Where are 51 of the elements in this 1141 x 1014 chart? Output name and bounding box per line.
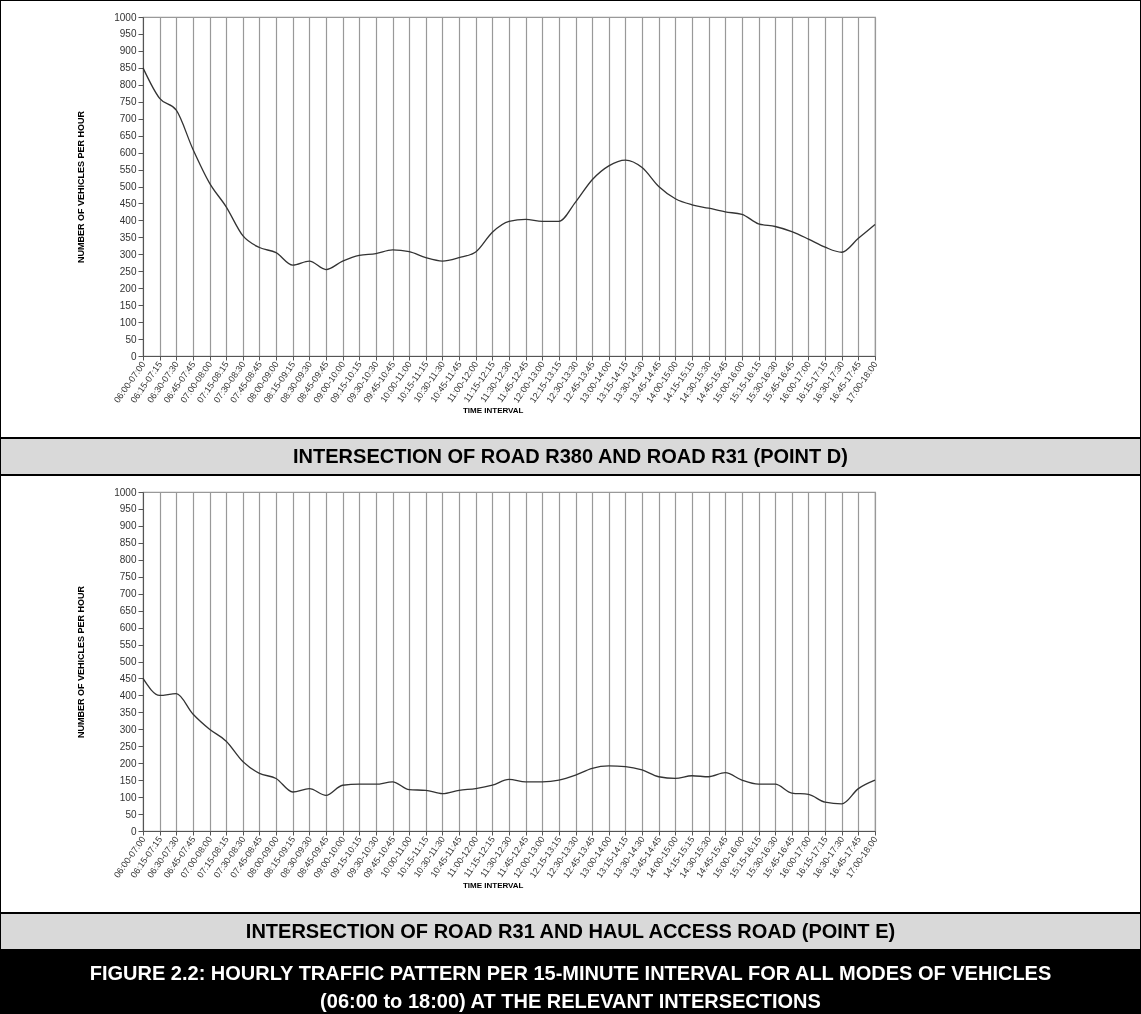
y-tick-label: 600 bbox=[119, 147, 137, 159]
caption: FIGURE 2.2: HOURLY TRAFFIC PATTERN PER 15-MINUTE INTERVAL FOR ALL MODES OF VEHICLES (06:00 to 18:00) AT THE RELEVANT INTERSECTIONS bbox=[1, 951, 1140, 1014]
y-tick-label: 150 bbox=[119, 774, 137, 786]
y-tick-label: 450 bbox=[119, 197, 137, 209]
y-tick-label: 800 bbox=[119, 554, 137, 566]
y-tick-label: 850 bbox=[119, 62, 137, 74]
y-tick-label: 400 bbox=[119, 689, 137, 701]
y-tick-label: 700 bbox=[119, 113, 137, 125]
y-tick-label: 350 bbox=[119, 706, 137, 718]
y-tick-label: 600 bbox=[119, 622, 137, 634]
y-tick-label: 100 bbox=[119, 791, 137, 803]
y-tick-label: 150 bbox=[119, 299, 137, 311]
y-tick-label: 950 bbox=[119, 28, 137, 40]
y-tick-label: 500 bbox=[119, 181, 137, 192]
text: INTERSECTION OF ROAD R31 AND HAUL ACCESS ROAD (POINT E) bbox=[1, 914, 1140, 951]
y-tick-label: 550 bbox=[119, 164, 137, 176]
y-tick-label: 850 bbox=[119, 537, 137, 549]
y-tick-label: 0 bbox=[130, 825, 137, 837]
y-tick-label: 200 bbox=[119, 757, 137, 769]
line-series bbox=[142, 677, 876, 805]
y-tick-label: 900 bbox=[119, 520, 137, 532]
y-tick-label: 900 bbox=[119, 45, 137, 57]
y-tick-label: 300 bbox=[119, 248, 137, 260]
y-tick-label: 450 bbox=[119, 672, 137, 684]
y-tick-label: 650 bbox=[119, 605, 137, 617]
y-tick-label: 100 bbox=[119, 316, 137, 328]
y-tick-label: 1000 bbox=[114, 486, 137, 498]
y-tick-label: 50 bbox=[125, 333, 137, 345]
y-tick-label: 800 bbox=[119, 79, 137, 91]
y-tick-label: 750 bbox=[119, 571, 137, 583]
y-tick-label: 650 bbox=[119, 130, 137, 142]
y-tick-label: 750 bbox=[119, 96, 137, 108]
y-tick-label: 500 bbox=[119, 656, 137, 667]
line-series bbox=[142, 67, 876, 271]
y-tick-label: 250 bbox=[119, 740, 137, 752]
y-tick-label: 250 bbox=[119, 265, 137, 277]
y-tick-label: 300 bbox=[119, 723, 137, 735]
text: INTERSECTION OF ROAD R380 AND ROAD R31 (POINT D) bbox=[1, 439, 1140, 476]
x-axis-title: TIME INTERVAL bbox=[462, 880, 524, 890]
y-axis-title: NUMBER OF VEHICLES PER HOUR bbox=[76, 585, 87, 739]
y-tick-label: 550 bbox=[119, 639, 137, 651]
y-tick-label: 700 bbox=[119, 588, 137, 600]
y-axis-title: NUMBER OF VEHICLES PER HOUR bbox=[76, 110, 87, 264]
y-tick-label: 50 bbox=[125, 808, 137, 820]
x-axis-title: TIME INTERVAL bbox=[462, 405, 524, 415]
y-tick-label: 1000 bbox=[114, 11, 137, 23]
y-tick-label: 0 bbox=[130, 350, 137, 362]
y-tick-label: 200 bbox=[119, 282, 137, 294]
y-tick-label: 400 bbox=[119, 214, 137, 226]
y-tick-label: 950 bbox=[119, 503, 137, 515]
y-tick-label: 350 bbox=[119, 231, 137, 243]
